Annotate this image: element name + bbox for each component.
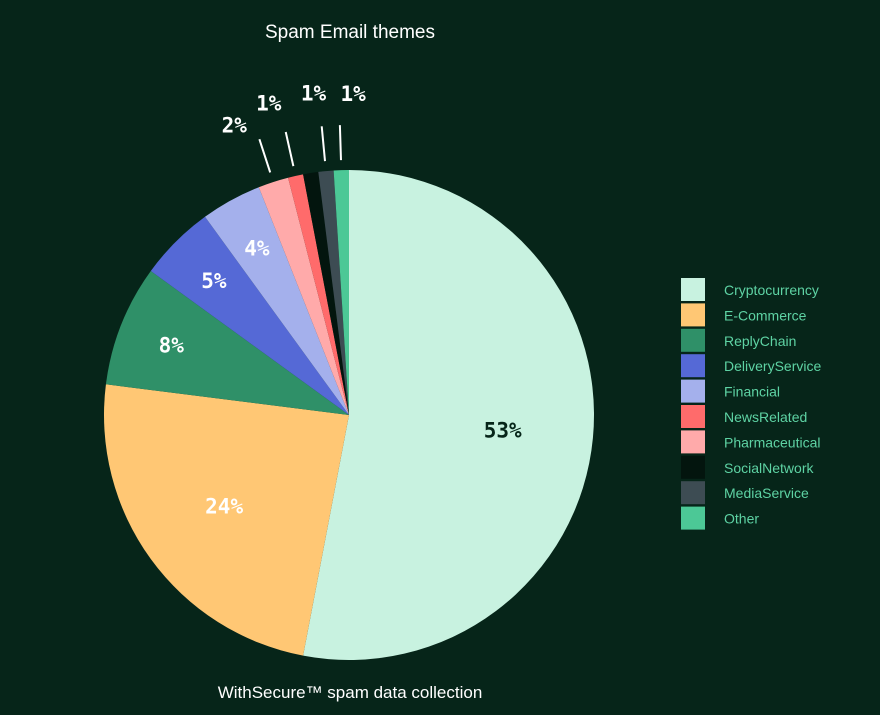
leader-line-pharmaceutical — [258, 138, 272, 173]
legend-swatch-replychain — [681, 328, 705, 352]
slice-label-deliveryservice: 5% — [201, 269, 227, 293]
pie-slices — [103, 170, 595, 661]
leader-line-mediaservice — [320, 126, 326, 162]
legend-label-deliveryservice: DeliveryService — [724, 358, 821, 374]
legend-label-cryptocurrency: Cryptocurrency — [724, 282, 819, 298]
pie-slice-pharmaceutical — [258, 177, 349, 415]
leader-lines — [258, 125, 342, 173]
pie-slice-mediaservice — [318, 170, 349, 415]
slice-label-cryptocurrency: 53% — [484, 419, 522, 443]
pie-slice-e-commerce — [103, 384, 349, 656]
slice-label-other: 1% — [341, 82, 367, 106]
legend-label-newsrelated: NewsRelated — [724, 409, 807, 425]
legend-label-e-commerce: E-Commerce — [724, 307, 807, 323]
legend-swatch-e-commerce — [681, 303, 705, 327]
pie-slice-cryptocurrency — [303, 170, 595, 661]
legend-swatch-financial — [681, 379, 705, 403]
legend: Cryptocurrency E-Commerce ReplyChain Delive… — [681, 278, 821, 530]
leader-line-other — [338, 125, 342, 161]
pie-slice-replychain — [105, 270, 350, 415]
pie-slice-socialnetwork — [303, 171, 349, 415]
pie-slice-deliveryservice — [150, 216, 349, 415]
slice-label-pharmaceutical: 2% — [222, 113, 248, 137]
legend-label-mediaservice: MediaService — [724, 485, 809, 501]
legend-swatch-newsrelated — [681, 405, 705, 428]
slice-label-e-commerce: 24% — [205, 495, 243, 519]
legend-label-financial: Financial — [724, 384, 780, 400]
slice-labels: 53% 24% 8% 5% 4% 2% 1% 1% 1% — [159, 81, 522, 518]
legend-swatch-deliveryservice — [681, 354, 705, 378]
legend-swatch-mediaservice — [681, 481, 705, 505]
legend-swatch-pharmaceutical — [681, 430, 705, 454]
legend-label-socialnetwork: SocialNetwork — [724, 460, 814, 476]
slice-label-newsrelated: 1% — [256, 92, 282, 116]
legend-swatch-socialnetwork — [681, 455, 705, 479]
slice-label-replychain: 8% — [159, 334, 185, 358]
slice-label-mediaservice: 1% — [301, 81, 327, 105]
legend-label-pharmaceutical: Pharmaceutical — [724, 434, 821, 450]
slice-label-financial: 4% — [244, 237, 270, 261]
leader-line-newsrelated — [284, 131, 295, 167]
chart-footer: WithSecure™ spam data collection — [217, 683, 483, 702]
chart-title: Spam Email themes — [264, 22, 435, 43]
legend-swatch-other — [681, 506, 705, 530]
legend-label-other: Other — [724, 511, 759, 527]
pie-slice-other — [333, 170, 349, 415]
pie-slice-newsrelated — [288, 174, 349, 415]
legend-label-replychain: ReplyChain — [724, 333, 796, 349]
legend-swatch-cryptocurrency — [681, 278, 705, 301]
pie-slice-financial — [204, 187, 349, 415]
